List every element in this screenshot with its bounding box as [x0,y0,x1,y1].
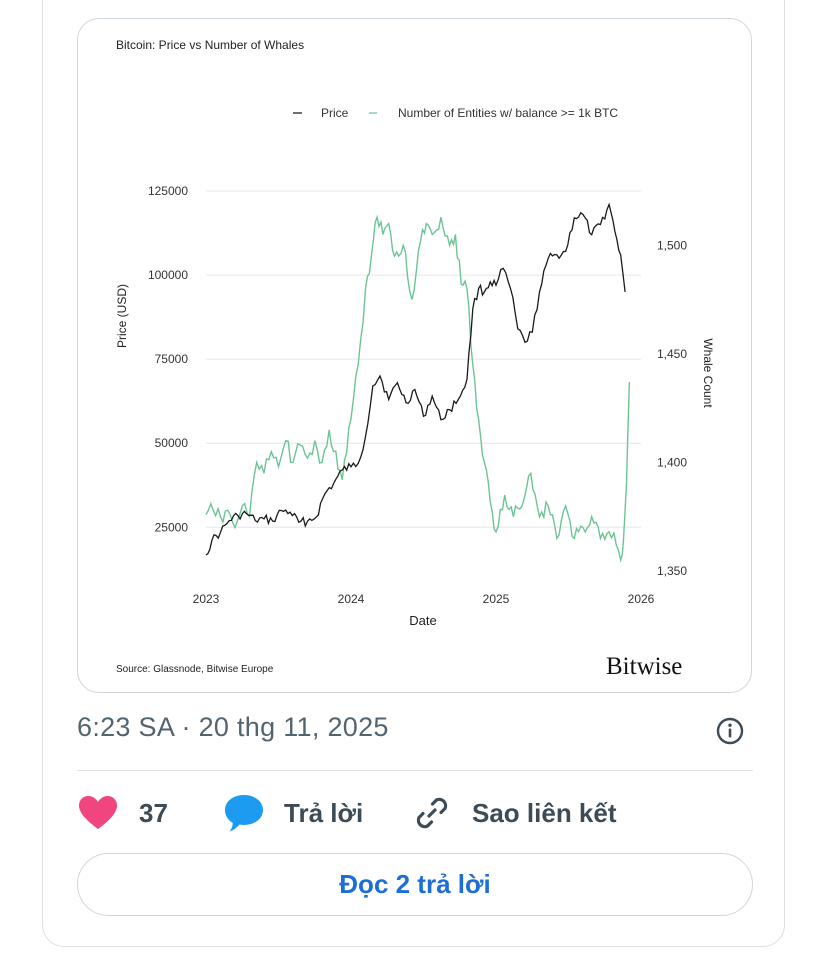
heart-icon [79,796,117,829]
y-tick-label: 125000 [148,184,188,198]
x-tick-label: 2026 [628,592,655,606]
chart-source: Source: Glassnode, Bitwise Europe [116,664,274,675]
reply-label: Trả lời [284,797,364,828]
legend-whales-label: Number of Entities w/ balance >= 1k BTC [398,106,618,120]
x-axis-ticks: 2023 2024 2025 2026 [193,592,655,606]
y-tick-label: 25000 [155,520,189,534]
y2-tick-label: 1,500 [657,238,687,252]
info-icon [716,717,744,745]
x-axis-label: Date [409,613,436,628]
y2-tick-label: 1,450 [657,347,687,361]
link-icon [416,797,448,829]
like-button[interactable]: 37 [79,790,168,836]
bitcoin-whales-chart: Bitcoin: Price vs Number of Whales Price… [115,38,715,680]
series-line-whale-count [205,214,631,563]
reply-button[interactable]: Trả lời [224,790,363,836]
tweet-media-chart[interactable]: Bitcoin: Price vs Number of Whales Price… [77,18,752,693]
y-axis-label: Price (USD) [115,284,129,348]
info-button[interactable] [715,716,745,746]
actions-divider [77,770,753,771]
tweet-timestamp[interactable]: 6:23 SA · 20 thg 11, 2025 [77,712,389,742]
copy-link-button[interactable]: Sao liên kết [412,790,617,836]
speech-bubble-icon [225,795,263,832]
like-count: 37 [139,797,168,828]
y-axis-ticks: 25000 50000 75000 100000 125000 [148,184,188,534]
x-tick-label: 2025 [483,592,510,606]
bitwise-logo: Bitwise [606,653,682,680]
y-tick-label: 100000 [148,268,188,282]
y-tick-label: 50000 [155,436,189,450]
x-tick-label: 2024 [338,592,365,606]
y-tick-label: 75000 [155,352,189,366]
y2-axis-ticks: 1,350 1,400 1,450 1,500 [657,238,687,578]
chart-gridlines [206,190,641,528]
legend-price-label: Price [321,106,349,120]
tweet-actions-bar: 37 Trả lời Sao liên kết [77,790,753,836]
chart-title: Bitcoin: Price vs Number of Whales [116,38,304,52]
copy-link-label: Sao liên kết [472,797,617,828]
series-line-price [205,202,626,556]
read-replies-button[interactable]: Đọc 2 trả lời [77,853,753,916]
y2-tick-label: 1,400 [657,455,687,469]
y2-axis-label: Whale Count [701,338,715,408]
y2-tick-label: 1,350 [657,564,687,578]
x-tick-label: 2023 [193,592,220,606]
